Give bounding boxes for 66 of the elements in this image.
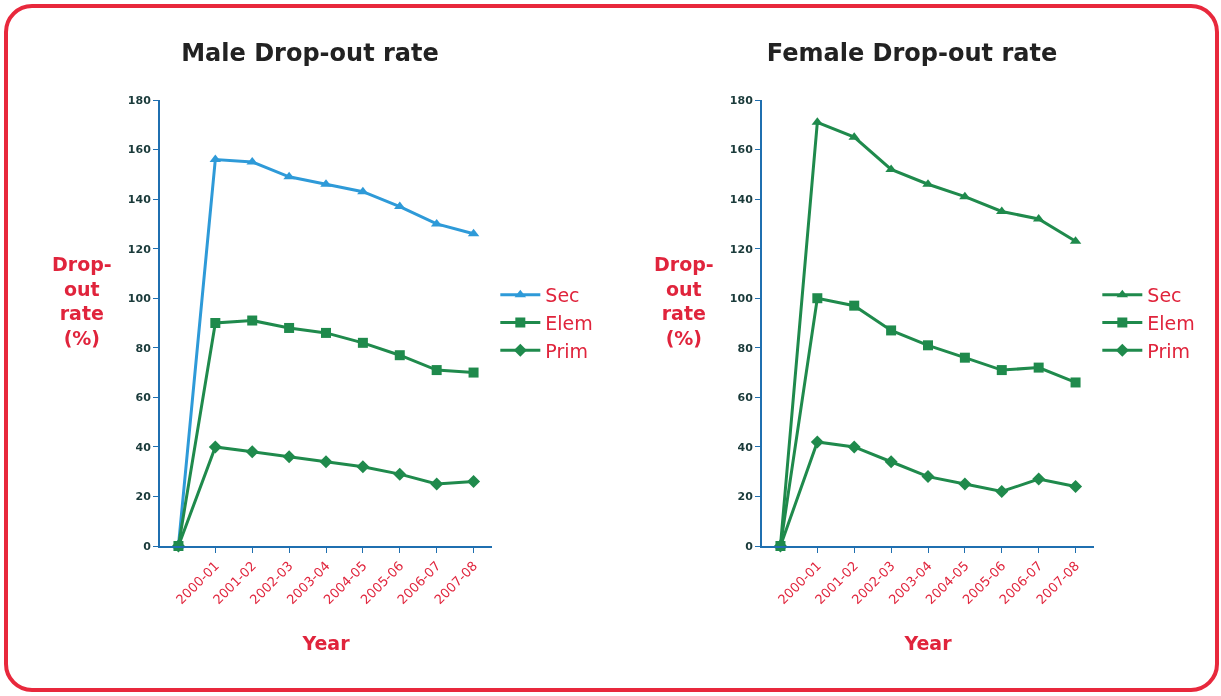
legend-label: Elem	[545, 311, 593, 334]
y-axis-title: Drop-out rate (%)	[52, 253, 112, 350]
point	[321, 327, 331, 338]
point	[319, 455, 333, 469]
point	[884, 455, 898, 469]
point	[245, 445, 259, 459]
legend-label: Prim	[1147, 339, 1191, 362]
point	[430, 477, 444, 491]
y-tick-label: 140	[729, 192, 754, 206]
point	[468, 367, 479, 378]
y-tick-label: 80	[737, 341, 754, 355]
point	[1069, 480, 1083, 494]
point	[431, 365, 442, 376]
x-axis-title: Year	[301, 631, 351, 654]
y-tick-label: 100	[127, 292, 152, 306]
legend-label: Sec	[1147, 284, 1182, 307]
legend-label: Elem	[1147, 311, 1195, 334]
y-tick-label: 60	[737, 391, 754, 405]
point	[247, 315, 258, 326]
y-tick-label: 120	[729, 242, 754, 256]
point	[210, 318, 221, 328]
point	[921, 470, 935, 484]
y-tick-label: 40	[737, 440, 754, 454]
point	[283, 171, 295, 180]
point	[393, 467, 407, 481]
legend-label: Sec	[545, 284, 580, 307]
point	[847, 440, 861, 454]
point	[996, 365, 1007, 376]
point	[995, 484, 1009, 498]
point	[394, 201, 406, 210]
y-tick-label: 160	[127, 143, 152, 157]
y-tick-label: 120	[127, 242, 152, 256]
y-tick-label: 20	[737, 490, 754, 504]
y-tick-label: 140	[127, 192, 152, 206]
legend-label: Prim	[545, 339, 589, 362]
point	[812, 293, 823, 304]
point	[282, 450, 296, 464]
y-tick-label: 100	[729, 292, 754, 306]
y-tick-label: 180	[729, 93, 754, 107]
x-axis-title: Year	[903, 631, 953, 654]
point	[208, 440, 222, 454]
point	[923, 340, 933, 351]
chart-title: Male Drop-out rate	[181, 38, 439, 67]
y-tick-label: 0	[143, 539, 152, 553]
point	[1032, 472, 1046, 486]
point	[886, 325, 897, 336]
point	[1033, 362, 1044, 373]
y-tick-label: 20	[135, 490, 152, 504]
y-tick-label: 180	[127, 93, 152, 107]
y-tick-label: 0	[745, 539, 754, 553]
point	[467, 475, 481, 489]
y-tick-label: 160	[729, 143, 754, 157]
point	[284, 322, 295, 333]
point	[356, 460, 370, 474]
point	[1070, 377, 1081, 388]
point	[357, 337, 368, 348]
y-tick-label: 80	[135, 341, 152, 355]
y-axis-title: Drop-out rate (%)	[654, 253, 714, 350]
point	[849, 300, 860, 311]
y-tick-label: 40	[135, 440, 152, 454]
chart-title: Female Drop-out rate	[766, 38, 1058, 67]
point	[394, 350, 405, 361]
point	[810, 435, 824, 449]
y-tick-label: 60	[135, 391, 152, 405]
point	[959, 352, 970, 363]
point	[958, 477, 972, 491]
